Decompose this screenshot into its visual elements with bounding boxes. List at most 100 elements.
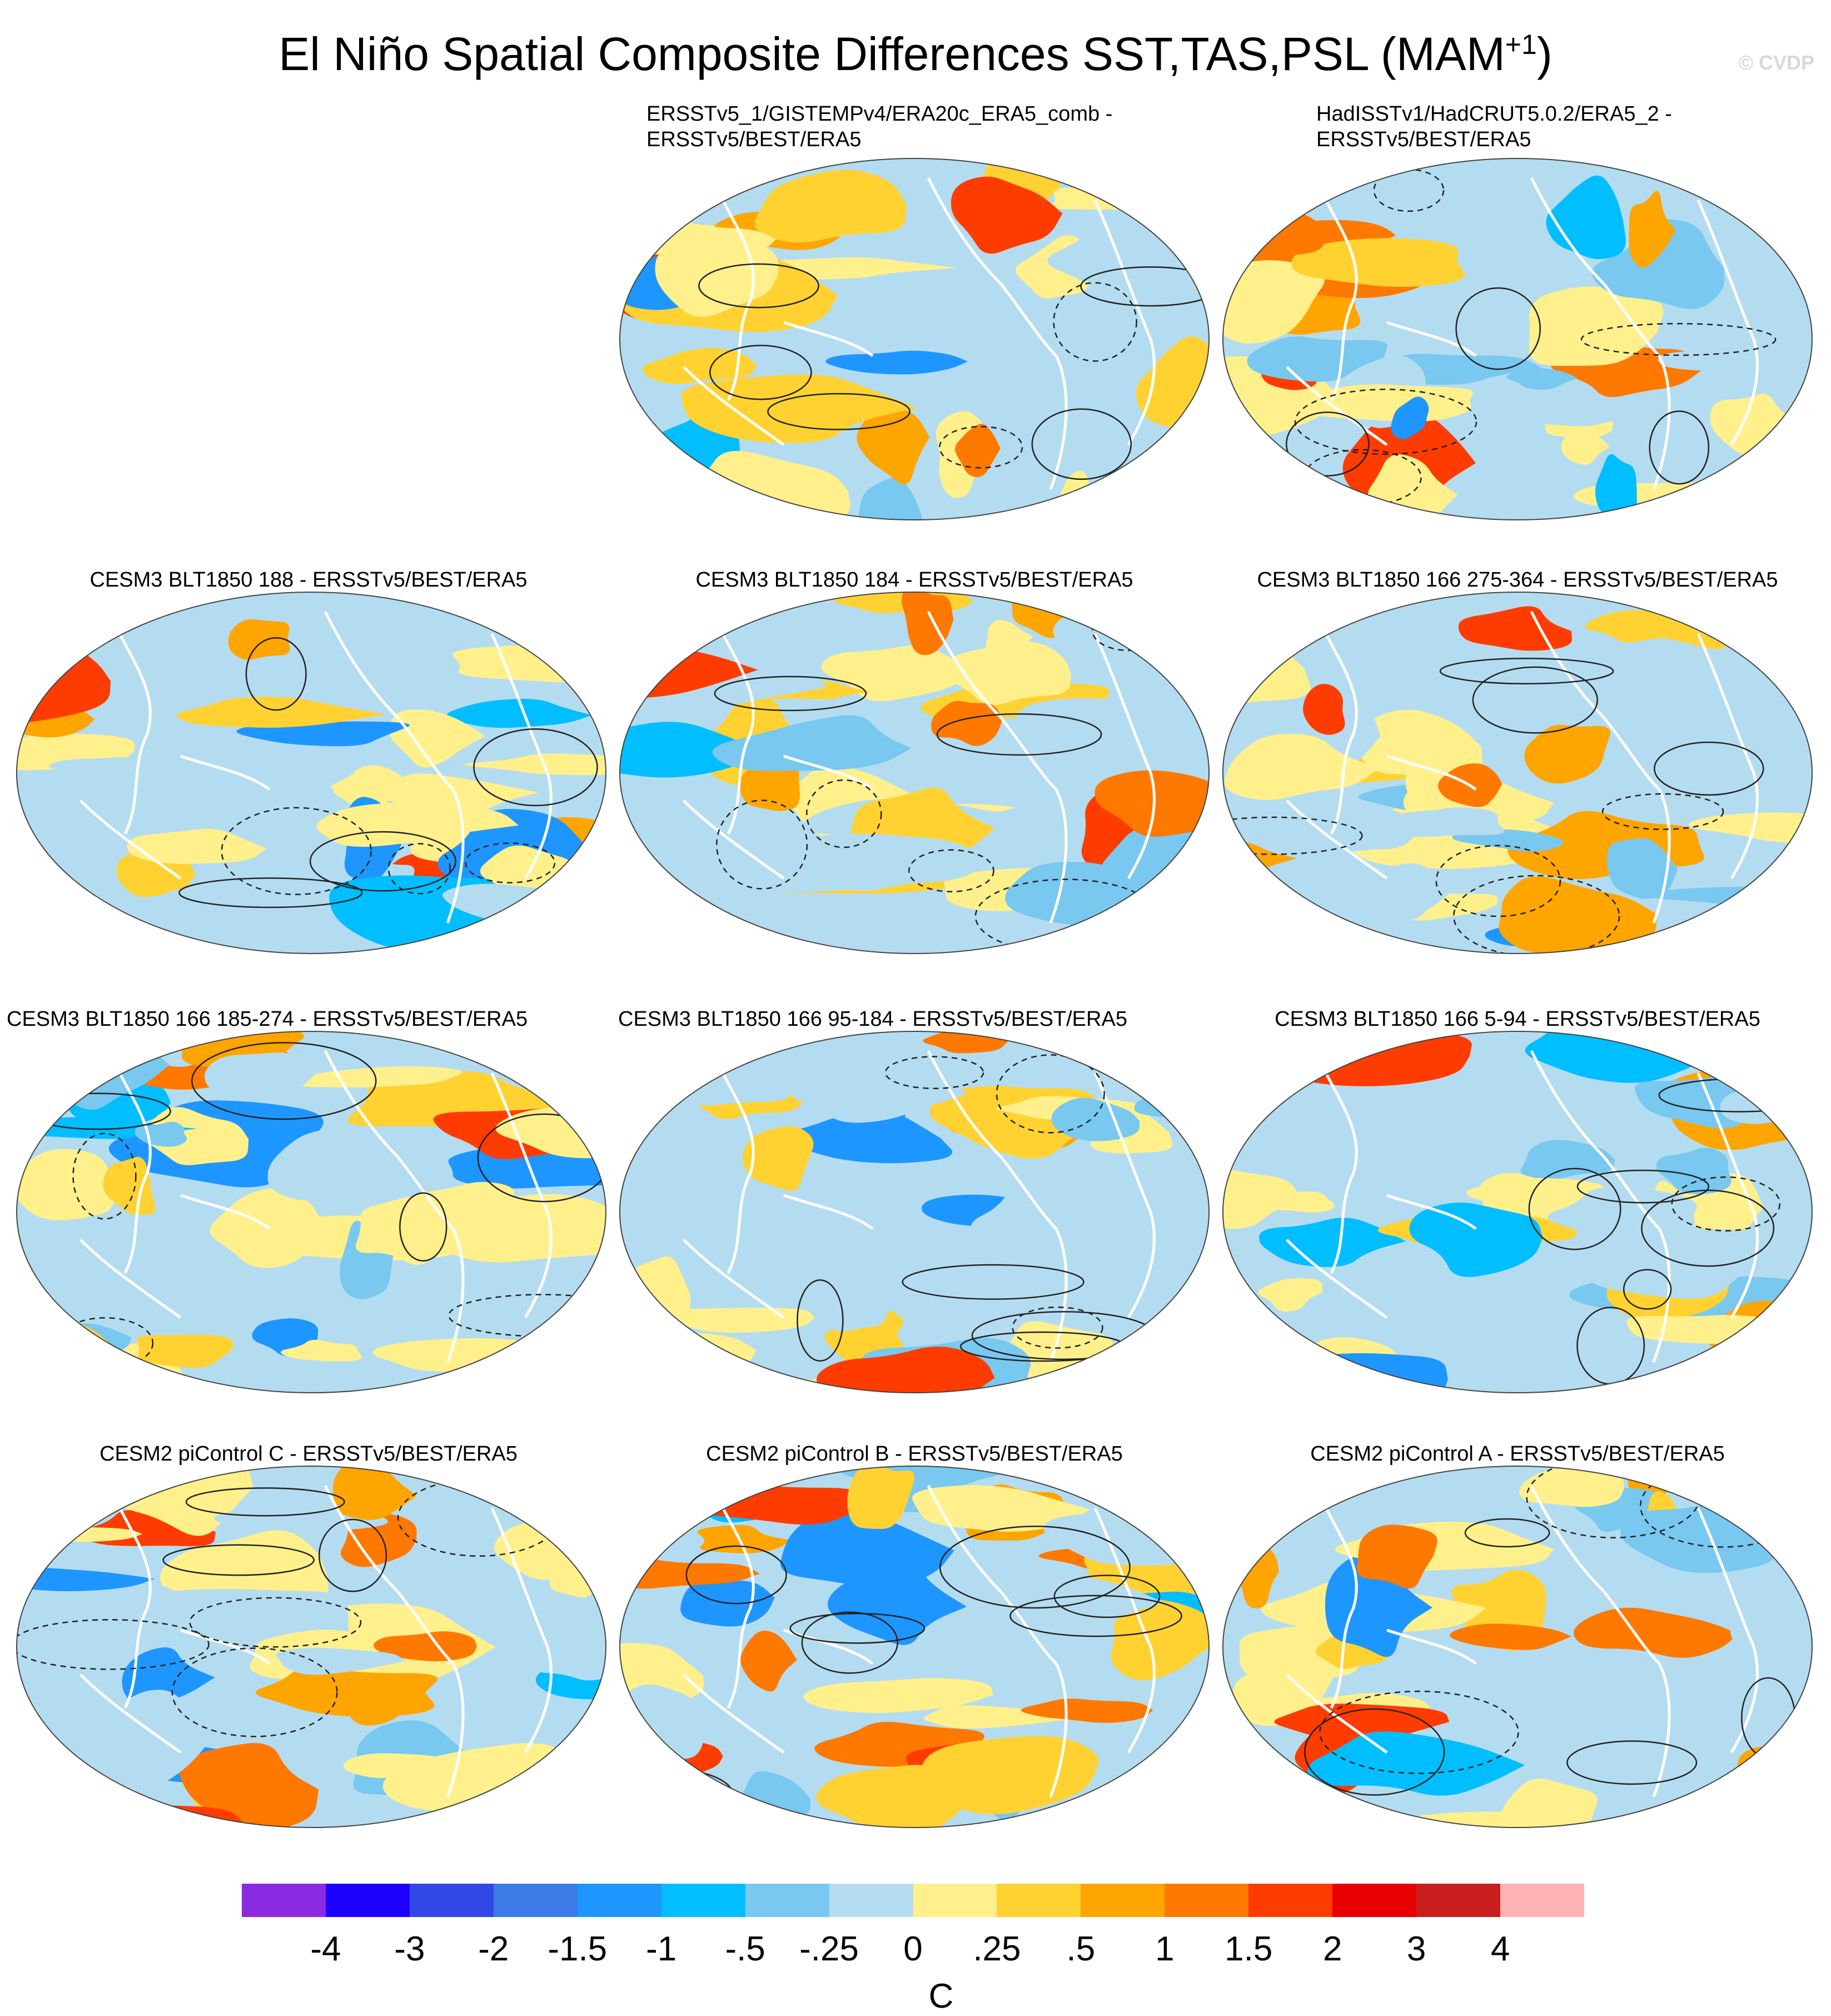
positive-psl-contour: [185, 1487, 345, 1517]
cool-anomaly-region: [650, 1032, 792, 1106]
coastline: [1318, 1061, 1358, 1274]
map-border: [16, 1031, 607, 1393]
colorbar-swatch: [1500, 1884, 1584, 1917]
map-border: [1222, 1466, 1813, 1828]
positive-psl-contour: [191, 1042, 377, 1120]
coastline: [683, 800, 785, 880]
colorbar-tick-label: -1.5: [548, 1930, 608, 1968]
positive-psl-contour: [477, 1113, 606, 1203]
figure-title-close: ): [1536, 28, 1553, 80]
warm-anomaly-region: [457, 1809, 606, 1828]
colorbar-swatch: [1081, 1884, 1165, 1917]
map-panel-3: [14, 589, 609, 956]
warm-anomaly-region: [1136, 1347, 1209, 1384]
warm-anomaly-region: [17, 1149, 115, 1220]
coastline: [112, 1061, 152, 1274]
colorbar-swatch: [242, 1884, 326, 1917]
cool-anomaly-region: [236, 721, 410, 747]
warm-anomaly-region: [1701, 1819, 1794, 1828]
cool-anomaly-region: [1380, 807, 1505, 837]
negative-psl-contour: [1671, 1176, 1781, 1232]
warm-anomaly-region: [669, 1803, 779, 1828]
coastline: [1093, 633, 1156, 880]
positive-psl-contour: [1576, 1169, 1710, 1204]
coastline: [1386, 321, 1477, 357]
cool-anomaly-region: [1134, 1094, 1209, 1118]
cool-anomaly-region: [1391, 396, 1429, 439]
warm-anomaly-region: [1561, 430, 1610, 465]
negative-psl-contour: [1580, 322, 1777, 356]
panel-title-4-line1: CESM3 BLT1850 184 - ERSSTv5/BEST/ERA5: [695, 568, 1133, 592]
positive-psl-contour: [1009, 1595, 1182, 1637]
colorbar-swatch: [913, 1884, 997, 1917]
positive-psl-contour: [309, 831, 456, 892]
colorbar-swatch: [661, 1884, 745, 1917]
negative-psl-contour: [1435, 845, 1561, 917]
coastline: [1696, 633, 1759, 880]
positive-psl-contour: [801, 1611, 898, 1674]
warm-anomaly-region: [1744, 883, 1812, 907]
cool-anomaly-region: [1520, 1140, 1615, 1179]
panel-title-4: CESM3 BLT1850 184 - ERSSTv5/BEST/ERA5: [617, 567, 1212, 593]
cool-anomaly-region: [447, 698, 593, 728]
coastline: [1093, 1507, 1156, 1754]
negative-psl-contour: [1012, 1306, 1103, 1349]
colorbar-unit: C: [928, 1977, 954, 2015]
map-graphic: [1222, 1031, 1813, 1393]
panel-title-8-line1: CESM3 BLT1850 166 5-94 - ERSSTv5/BEST/ER…: [1275, 1007, 1760, 1031]
coastline: [1696, 1507, 1759, 1754]
positive-psl-contour: [1286, 411, 1370, 476]
colorbar-tick-label: 1.5: [1225, 1930, 1273, 1968]
negative-psl-contour: [1223, 816, 1363, 855]
warm-anomaly-region: [355, 1196, 440, 1265]
coastline: [1318, 188, 1358, 401]
cool-anomaly-region: [813, 833, 995, 891]
cool-anomaly-region: [17, 1566, 155, 1591]
coastline: [1286, 800, 1388, 880]
coastline: [783, 1194, 874, 1230]
cool-anomaly-region: [1361, 863, 1436, 923]
cool-anomaly-region: [520, 1612, 606, 1681]
panel-title-7: CESM3 BLT1850 166 95-184 - ERSSTv5/BEST/…: [618, 1006, 1127, 1032]
cool-anomaly-region: [275, 1647, 407, 1675]
warm-anomaly-region: [847, 1466, 915, 1529]
cool-anomaly-region: [1294, 807, 1419, 853]
cool-anomaly-region: [1576, 1220, 1773, 1299]
colorbar-swatch: [325, 1884, 410, 1917]
cool-anomaly-region: [1014, 698, 1182, 750]
colorbar-tick-label: .25: [973, 1930, 1021, 1968]
warm-anomaly-region: [1356, 1525, 1437, 1589]
cool-anomaly-region: [1656, 1148, 1732, 1195]
warm-anomaly-region: [986, 619, 1033, 653]
warm-anomaly-region: [281, 1339, 362, 1362]
warm-anomaly-region: [127, 828, 267, 864]
coastline: [490, 1072, 553, 1319]
colorbar-tick-label: 3: [1406, 1930, 1426, 1968]
warm-anomaly-region: [620, 592, 699, 624]
cool-anomaly-region: [1281, 1094, 1508, 1193]
panel-title-11: CESM2 piControl A - ERSSTv5/BEST/ERA5: [1212, 1441, 1823, 1467]
warm-anomaly-region: [955, 424, 1001, 477]
cool-anomaly-region: [1255, 921, 1361, 954]
warm-anomaly-region: [1689, 812, 1812, 845]
positive-psl-contour: [1641, 1189, 1775, 1267]
cool-anomaly-region: [1547, 1186, 1697, 1239]
coastline: [180, 754, 271, 791]
warm-anomaly-region: [1500, 1778, 1598, 1828]
panel-title-1-line2: ERSSTv5/BEST/ERA5: [646, 128, 862, 151]
warm-anomaly-region: [1585, 610, 1688, 643]
positive-psl-contour: [698, 263, 819, 309]
coastline: [1386, 754, 1477, 791]
coastline: [1286, 1674, 1388, 1754]
cool-anomaly-region: [1591, 219, 1725, 309]
negative-psl-contour: [806, 779, 882, 848]
coastline: [180, 1628, 271, 1665]
map-graphic: [619, 1031, 1210, 1393]
warm-anomaly-region: [1729, 168, 1808, 217]
map-graphic: [16, 1031, 607, 1393]
warm-anomaly-region: [452, 645, 606, 683]
warm-anomaly-region: [1021, 1699, 1153, 1723]
positive-psl-contour: [939, 1525, 1131, 1609]
coastline: [1530, 610, 1671, 923]
coastline: [324, 1050, 465, 1363]
